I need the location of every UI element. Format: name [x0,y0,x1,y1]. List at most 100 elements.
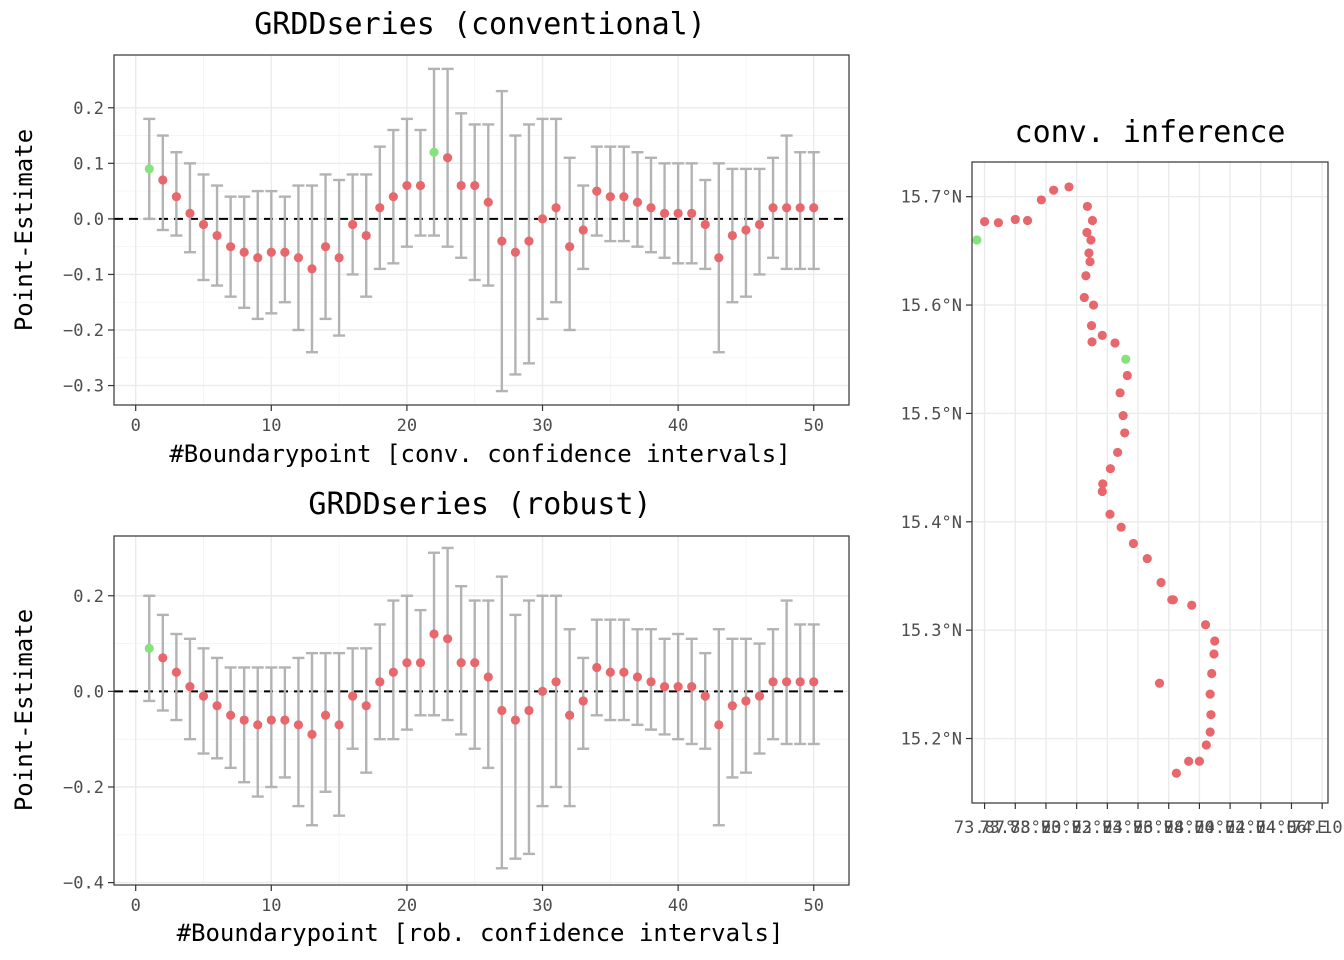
error-bar [482,599,495,770]
boundary-point [1085,257,1095,267]
point-estimate [687,681,697,692]
x-tick-label: 20 [397,416,417,436]
boundary-point [1209,649,1219,659]
point-estimate [659,208,670,218]
y-tick-label: −0.2 [63,321,104,341]
point-estimate [700,219,710,230]
point-estimate [510,247,521,257]
x-tick-label: 74.04°E [1225,818,1297,838]
error-bar [468,123,481,282]
x-axis: 73.87°73.88°E73.90°E73.92°E73.94°E73.96°… [954,803,1344,838]
point-estimate [402,180,412,191]
chart-robust: GRDDseries (robust) 0 10 20 30 40 50 −0.4 −0.2… [10,487,850,947]
point-estimate [524,236,534,246]
error-bar [522,599,535,856]
boundary-point [1088,300,1099,310]
point-estimate [659,681,670,692]
x-tick-label: 73.94°E [1072,818,1144,838]
y-tick-label: 0.0 [73,682,104,702]
point-estimate [442,634,453,644]
point-estimate [524,705,534,716]
boundary-point [1010,214,1020,225]
chart-conventional: GRDDseries (conventional) 0 10 20 30 40 50 −0… [10,7,850,468]
point-estimate [388,192,398,202]
x-tick-label: 73.98°E [1133,818,1205,838]
boundary-point [1084,248,1094,258]
point-estimate [253,720,263,730]
boundary-point [1118,410,1128,421]
boundary-point [1206,710,1216,720]
highlighted-point [144,164,154,174]
plot-background [972,162,1328,803]
boundary-point [1086,321,1097,331]
point-estimate [456,180,466,191]
point-estimate [497,236,507,246]
gridlines [972,162,1328,803]
point-estimate [171,667,181,677]
point-estimate [470,658,480,668]
boundary-point [1142,554,1152,564]
boundary-point [1194,756,1205,766]
boundary-point [1081,271,1091,281]
error-bar [536,594,549,808]
point-estimate [727,701,737,711]
point-estimate [212,230,222,241]
boundary-point [1082,227,1092,238]
x-tick-label: 74.02°E [1194,818,1266,838]
boundary-point [1116,522,1126,532]
boundary-point [1122,370,1132,381]
point-estimate [212,701,222,711]
point-estimate [185,208,195,218]
boundary-point [1210,636,1220,646]
point-estimate [456,658,466,668]
y-tick-label: −0.2 [63,778,104,798]
boundary-point [1205,689,1215,699]
point-estimate [158,175,168,185]
point-estimate [361,701,371,711]
x-tick-label: 40 [668,416,688,436]
point-estimate [809,677,819,687]
boundary-point [1098,479,1108,489]
y-axis-label: Point-Estimate [10,129,38,331]
boundary-point [1110,338,1120,348]
point-estimate [293,720,304,730]
error-bar [156,613,169,712]
point-estimate [809,203,819,213]
boundary-point [1205,727,1215,737]
x-tick-label: 0 [131,896,141,916]
point-estimate [619,192,629,202]
point-estimate [361,230,371,241]
point-estimate [483,197,493,207]
point-estimate [537,214,548,224]
y-tick-label: −0.3 [63,377,104,397]
x-tick-label: 73.96°E [1102,818,1174,838]
y-axis: −0.4 −0.2 0.0 0.2 [63,587,114,894]
x-tick-label: 20 [397,896,417,916]
point-estimate [185,681,195,692]
point-estimate [293,253,304,263]
x-tick-label: 73.88°E [979,818,1051,838]
boundary-point [1120,428,1130,438]
error-bar [251,666,264,798]
point-estimate [348,219,358,230]
chart-title: GRDDseries (robust) [308,487,651,522]
point-estimate [700,691,710,701]
point-estimate [578,696,588,706]
highlighted-boundary-point [972,235,982,245]
boundary-point [1079,292,1089,303]
point-estimate [442,153,453,163]
error-bar [292,656,305,808]
error-bar [170,632,183,722]
x-tick-label: 50 [803,896,823,916]
y-tick-label: 15.7°N [901,188,962,208]
point-estimate [334,720,344,730]
point-estimate [687,208,697,218]
boundary-point [1207,668,1217,679]
point-estimate [266,715,276,725]
boundary-point [1201,740,1211,750]
boundary-point [1200,620,1211,630]
point-estimate [741,696,751,706]
y-tick-label: 0.0 [73,210,104,230]
error-bar [265,666,278,789]
point-estimate [565,242,575,252]
